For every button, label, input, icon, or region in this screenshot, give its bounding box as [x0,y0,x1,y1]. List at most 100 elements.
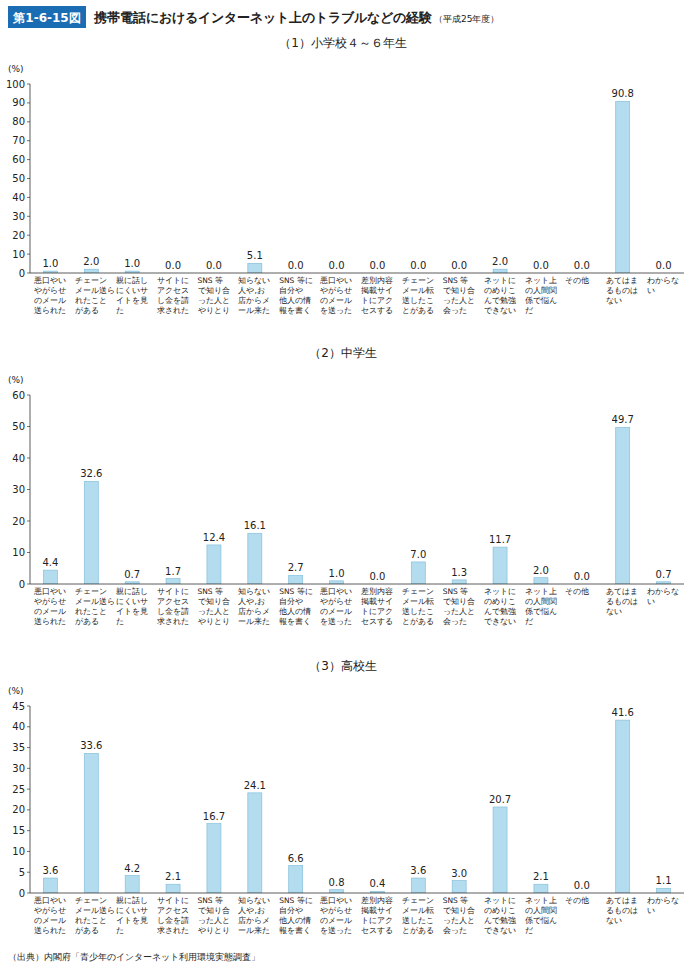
y-tick [27,747,30,748]
label-line: い [647,597,655,606]
label-line: 送られた [34,306,66,315]
bar [207,545,221,584]
label-line: 係で悩ん [525,916,557,925]
label-line: 係で悩ん [525,296,557,305]
label-line: ない [606,296,622,305]
data-label: 0.0 [574,571,590,582]
label-line: 差別内容 [361,587,393,596]
bar [43,878,57,893]
label-line: 悪口やい [319,587,352,596]
x-tick-label: 悪口やいやがらせのメール送られた [33,276,66,315]
figure-number: 第1-6-15図 [12,11,80,25]
data-label: 1.3 [451,567,467,578]
data-label: 90.8 [612,88,634,99]
x-tick-label: SNS 等で知り合った人とやりとり [198,896,230,935]
bar [330,581,344,584]
label-line: た [116,306,124,315]
y-tick [27,768,30,769]
label-line: にくいサ [116,906,148,915]
y-axis [30,706,31,893]
y-tick [27,197,30,198]
data-label: 16.7 [203,811,225,822]
x-tick-label: わからない [647,896,679,915]
label-line: 掲載サイ [361,597,393,606]
label-line: のメール [320,296,352,305]
bar [84,481,98,584]
label-line: トにアク [361,916,393,925]
label-line: サイトに [157,587,189,596]
label-line: のメール [34,296,66,305]
x-tick-label: チェーンメール転送したことがある [402,276,434,315]
label-line: 親に話し [116,587,148,596]
label-line: で知り合 [198,286,230,295]
x-tick-label: あてはまるものはない [606,587,638,616]
label-line: メール送ら [75,597,115,606]
source: （出典）内閣府「青少年のインターネット利用環境実態調査」 [8,952,260,962]
x-tick-label: チェーンメール転送したことがある [402,896,434,935]
label-line: のめりこ [484,906,516,915]
label-line: れたこと [75,607,107,616]
label-line: アクセス [157,597,189,606]
y-tick-label: 40 [12,453,25,464]
label-line: わからな [647,896,679,905]
x-tick-label: ネットにのめりこんで勉強できない [484,587,516,626]
label-line: にくいサ [116,597,148,606]
y-tick-label: 10 [12,547,25,558]
data-label: 3.6 [410,865,426,876]
x-tick-label: SNS 等で知り合った人と会った [443,276,475,315]
data-label: 1.0 [42,258,58,269]
x-tick-label: SNS 等で知り合った人と会った [443,896,475,935]
label-line: の人間関 [525,597,557,606]
label-line: 報を書く [279,617,311,626]
data-label: 16.1 [244,520,266,531]
x-tick-label: サイトにアクセスし金を請求された [157,587,189,626]
label-line: セスする [361,926,393,935]
label-line: できない [484,926,516,935]
label-line: ネット上 [525,587,557,596]
y-tick-label: 40 [12,192,25,203]
bar [493,807,507,893]
data-label: 1.0 [124,258,140,269]
chart-panel: （1）小学校４～６年生(%)01020304050607080901001.02… [6,36,684,315]
x-tick-label: ネットにのめりこんで勉強できない [484,896,516,935]
y-tick [27,489,30,490]
label-line: セスする [361,306,393,315]
label-line: 掲載サイ [361,906,393,915]
x-tick-label: チェーンメール送られたことがある [75,587,115,626]
data-label: 7.0 [410,549,426,560]
y-tick [27,830,30,831]
label-line: るものは [606,286,638,295]
label-line: で知り合 [198,906,230,915]
y-tick-label: 90 [12,97,25,108]
y-axis-label: (%) [8,375,24,385]
y-tick [27,102,30,103]
label-line: い [647,286,655,295]
data-label: 0.0 [410,260,426,271]
x-tick-label: 悪口やいやがらせのメールを送った [319,276,352,315]
label-line: 店からメ [238,607,270,616]
y-tick-label: 20 [12,230,25,241]
label-line: あてはま [606,896,638,905]
y-tick-label: 0 [19,888,25,899]
bar [411,562,425,584]
label-line: た [116,617,124,626]
label-line: 他人の情 [279,607,311,616]
label-line: わからな [647,276,679,285]
label-line: った人と [443,916,475,925]
label-line: チェーン [75,276,107,285]
label-line: 自分や [279,906,303,915]
y-axis [30,395,31,584]
x-tick-label: 知らない人や,お店からメール来た [238,896,270,935]
label-line: SNS 等に [279,587,313,596]
label-line: ネット上 [525,896,557,905]
data-label: 0.7 [656,569,672,580]
label-line: やがらせ [34,286,66,295]
x-tick-label: チェーンメール転送したことがある [402,587,434,626]
label-line: 悪口やい [33,276,66,285]
label-line: んで勉強 [484,296,516,305]
y-tick-label: 30 [12,211,25,222]
label-line: のめりこ [484,597,516,606]
y-tick [27,273,30,274]
label-line: 他人の情 [279,916,311,925]
x-tick-label: あてはまるものはない [606,276,638,305]
